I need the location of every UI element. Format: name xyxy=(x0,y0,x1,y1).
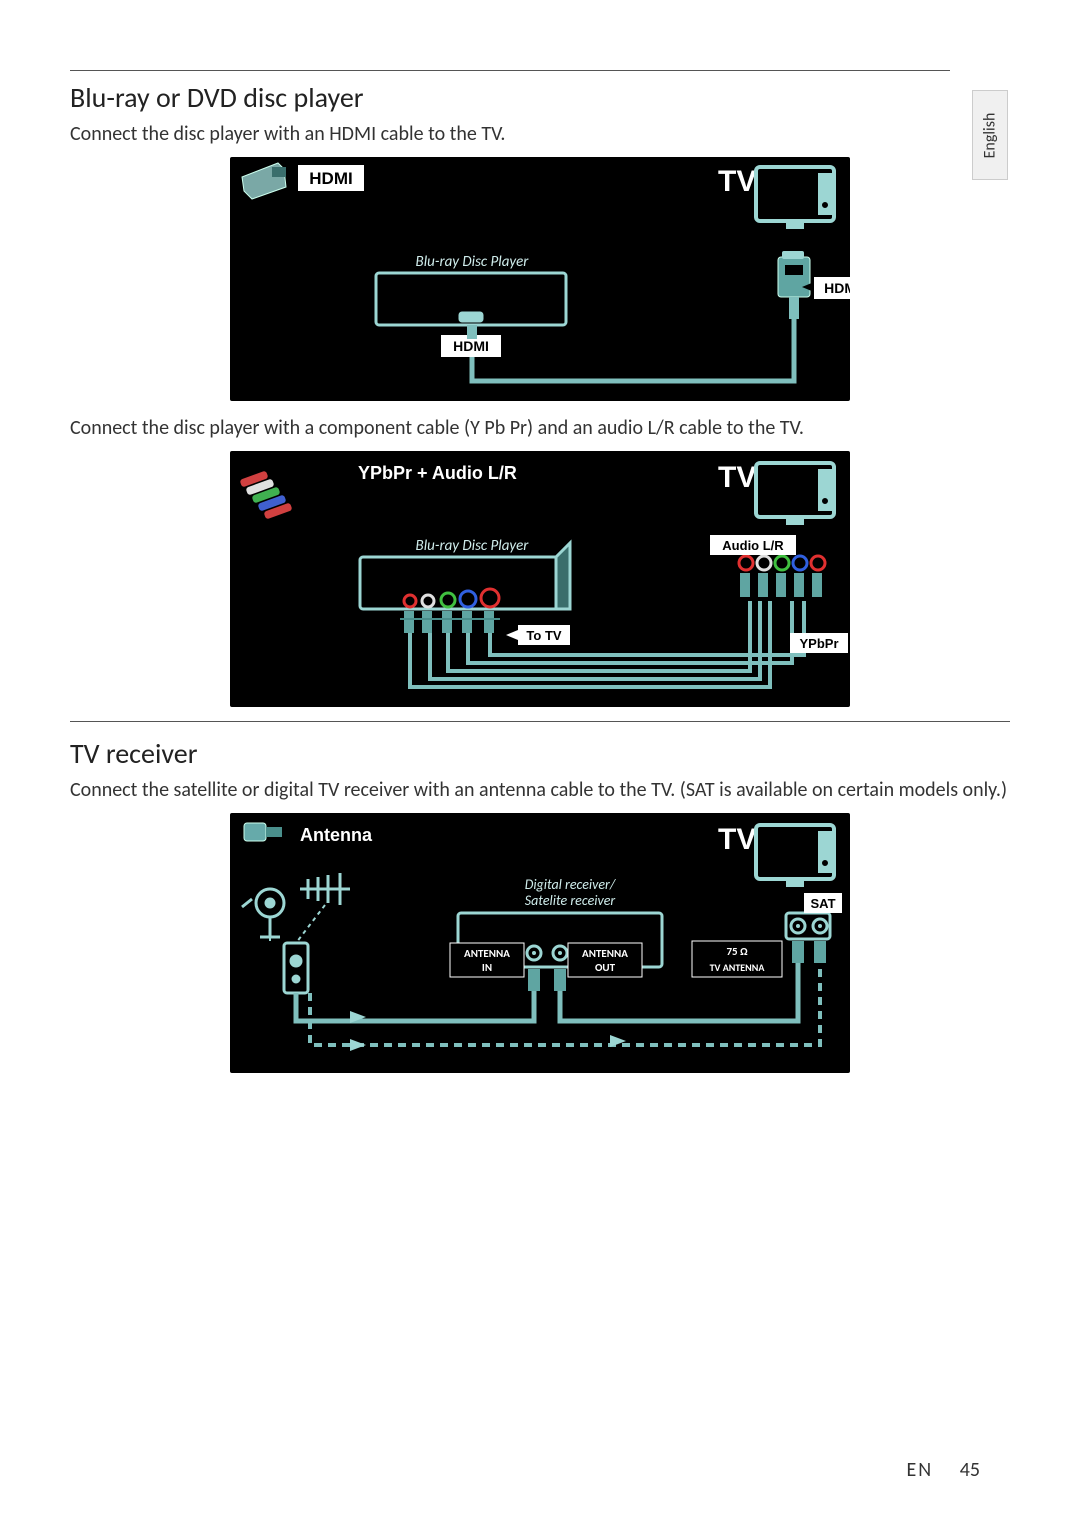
antenna-icon xyxy=(300,873,350,905)
diagram-hdmi: HDMI TV Blu-ray Disc Player HDMI xyxy=(230,157,850,401)
hdmi-title: HDMI xyxy=(309,169,352,188)
diagram-ypbpr: YPbPr + Audio L/R TV Blu-ray Disc Player xyxy=(230,451,850,707)
player-box xyxy=(376,273,566,325)
player-rca-ports xyxy=(404,589,499,607)
coax-plug-icon xyxy=(244,823,282,841)
tv-rca-ports xyxy=(739,556,825,597)
arrow-icon xyxy=(350,1039,366,1051)
instruction-ypbpr: Connect the disc player with a component… xyxy=(70,415,1010,441)
section-divider xyxy=(70,721,1010,722)
instruction-antenna: Connect the satellite or digital TV rece… xyxy=(70,777,1010,803)
tvant-2: TV ANTENNA xyxy=(710,961,766,974)
instruction-hdmi: Connect the disc player with an HDMI cab… xyxy=(70,121,1010,147)
ant-in-1: ANTENNA xyxy=(464,947,510,960)
section-heading-bluray: Blu-ray or DVD disc player xyxy=(70,80,1010,115)
tv-label: TV xyxy=(718,823,756,856)
sat-label: SAT xyxy=(810,896,835,911)
tv-icon xyxy=(756,167,834,229)
hdmi-cable xyxy=(467,257,810,381)
page-footer: EN 45 xyxy=(907,1458,981,1482)
rca-plugs-icon xyxy=(239,470,292,519)
section-heading-receiver: TV receiver xyxy=(70,736,1010,771)
to-tv-label: To TV xyxy=(526,628,561,643)
tv-icon xyxy=(756,463,834,525)
wall-plate-icon xyxy=(284,943,308,993)
audio-lr-label: Audio L/R xyxy=(722,538,784,553)
ant-in-2: IN xyxy=(482,961,492,974)
antenna-title: Antenna xyxy=(300,825,373,845)
hdmi-port-player: HDMI xyxy=(453,338,489,354)
tvant-1: 75 Ω xyxy=(726,945,748,958)
player-label: Blu-ray Disc Player xyxy=(416,253,530,271)
dish-icon xyxy=(242,889,284,937)
tv-icon xyxy=(756,825,834,887)
ypbpr-label: YPbPr xyxy=(799,636,838,651)
player-label: Blu-ray Disc Player xyxy=(416,537,530,555)
hdmi-plug-icon xyxy=(242,163,286,199)
ant-out-1: ANTENNA xyxy=(582,947,628,960)
footer-page: 45 xyxy=(960,1458,980,1482)
tv-label: TV xyxy=(718,165,756,198)
ypbpr-title: YPbPr + Audio L/R xyxy=(358,463,517,483)
tv-label: TV xyxy=(718,461,756,494)
ant-out-2: OUT xyxy=(595,961,616,974)
footer-lang: EN xyxy=(907,1458,934,1482)
diagram-antenna: Antenna TV xyxy=(230,813,850,1073)
hdmi-port-tv: HDMI xyxy=(824,280,850,296)
receiver-label-2: Satelite receiver xyxy=(525,892,616,909)
player-plugs xyxy=(400,611,500,633)
receiver-label-1: Digital receiver/ xyxy=(525,876,617,893)
